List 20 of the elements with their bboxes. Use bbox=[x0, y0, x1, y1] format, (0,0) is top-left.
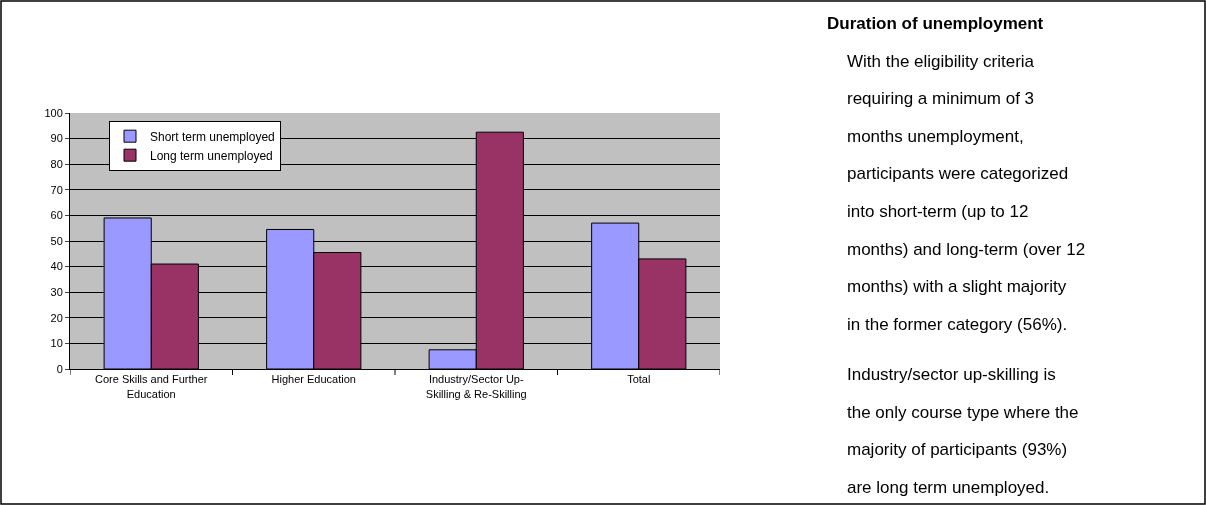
x-tick-label: Higher Education bbox=[271, 373, 356, 386]
legend-label: Long term unemployed bbox=[150, 148, 273, 163]
y-tick-label: 40 bbox=[50, 260, 63, 273]
y-tick-label: 70 bbox=[50, 183, 63, 196]
x-tick-label: Industry/Sector Up-Skilling & Re-Skilling bbox=[425, 373, 527, 400]
x-tick-label: Core Skills and Further Education bbox=[95, 373, 208, 400]
y-tick-label: 50 bbox=[50, 234, 63, 247]
text: With the eligibility criteria requiring a minimum of 3 months unemployment, participants were categorized into short-term (up to 12 months) and long-term (over 12 months) with a slight majority in the former category (56%). bbox=[847, 52, 1086, 334]
y-tick-label: 10 bbox=[50, 337, 63, 350]
y-tick-label: 100 bbox=[44, 106, 63, 119]
text: Industry/sector up-skilling is the only course type where the majority of participants (93%) are long term unemployed. bbox=[847, 365, 1079, 497]
y-tick-label: 30 bbox=[50, 286, 63, 299]
x-tick-label: Total bbox=[627, 373, 651, 386]
text: Duration of unemployment bbox=[827, 14, 1044, 33]
y-tick-label: 20 bbox=[50, 311, 63, 324]
y-tick-label: 60 bbox=[50, 209, 63, 222]
y-tick-label: 0 bbox=[56, 362, 63, 375]
legend-label: Short term unemployed bbox=[150, 129, 275, 144]
y-tick-label: 80 bbox=[50, 158, 63, 171]
y-tick-label: 90 bbox=[50, 132, 63, 145]
